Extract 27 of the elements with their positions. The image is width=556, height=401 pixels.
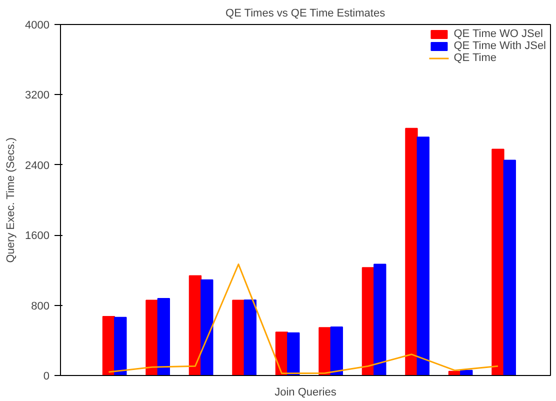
bar [146,300,158,376]
legend-label: QE Time WO JSel [454,28,543,40]
bar [200,279,214,376]
y-tick-label: 0 [43,370,50,382]
bar [232,300,245,376]
bar [157,298,170,376]
x-axis-title: Join Queries [274,386,337,398]
y-tick-label: 3200 [25,90,50,102]
bar [492,148,504,376]
legend-label: QE Time With JSel [454,40,546,52]
bar [330,326,343,376]
bar [114,316,127,376]
bar [374,264,386,376]
bar [503,160,516,376]
y-tick-label: 4000 [25,20,50,32]
chart-title: QE Times vs QE Time Estimates [226,8,386,20]
legend-label: QE Time [454,52,496,64]
y-tick-label: 800 [31,300,50,312]
bar [318,327,332,376]
bar [287,332,300,376]
y-tick-label: 2400 [25,160,50,172]
bar [244,299,256,376]
y-axis-title: Query Exec. Time (Secs.) [5,137,18,263]
line-series [108,263,499,374]
bar [416,136,430,376]
y-tick-label: 1600 [25,230,50,242]
bar [405,128,418,376]
